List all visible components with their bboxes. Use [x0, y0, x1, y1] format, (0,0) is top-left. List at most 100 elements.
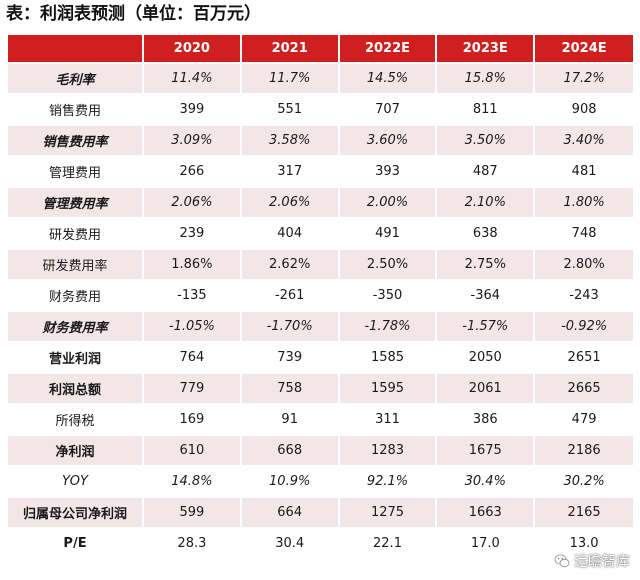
table-cell: 764 — [144, 343, 242, 372]
table-cell: 28.3 — [144, 529, 242, 558]
table-row: 营业利润 764 739 1585 2050 2651 — [8, 343, 633, 372]
table-cell: 491 — [339, 219, 438, 248]
table-cell: 2665 — [535, 374, 633, 403]
table-row: 销售费用 399 551 707 811 908 — [8, 95, 633, 124]
table-cell: 664 — [241, 498, 340, 527]
table-cell: 668 — [241, 436, 340, 465]
table-cell: 2.80% — [535, 250, 633, 279]
table-cell: 393 — [339, 157, 438, 186]
table-row: 财务费用率 -1.05% -1.70% -1.78% -1.57% -0.92% — [8, 312, 633, 341]
table-cell: 3.58% — [241, 126, 340, 155]
table-cell: 14.8% — [144, 467, 242, 496]
table-cell: 2.00% — [339, 188, 438, 217]
header-cell-2021: 2021 — [241, 35, 340, 62]
table-cell: 30.2% — [535, 467, 633, 496]
table-cell: 638 — [437, 219, 536, 248]
table-row: 研发费用率 1.86% 2.62% 2.50% 2.75% 2.80% — [8, 250, 633, 279]
table-cell: -1.57% — [437, 312, 536, 341]
watermark: 远瞻智库 — [554, 550, 630, 572]
table-cell: 239 — [144, 219, 242, 248]
table-cell: 17.2% — [535, 64, 633, 93]
table-cell: 1283 — [339, 436, 438, 465]
wechat-icon — [554, 553, 570, 569]
table-cell: 11.4% — [144, 64, 242, 93]
table-cell: -243 — [535, 281, 633, 310]
table-row: 销售费用率 3.09% 3.58% 3.60% 3.50% 3.40% — [8, 126, 633, 155]
table-cell: 3.60% — [339, 126, 438, 155]
row-label: 研发费用 — [8, 219, 144, 248]
table-cell: 30.4% — [437, 467, 536, 496]
table-cell: 14.5% — [339, 64, 438, 93]
table-cell: 311 — [339, 405, 438, 434]
table-cell: -0.92% — [535, 312, 633, 341]
table-cell: 479 — [535, 405, 633, 434]
table-cell: 2050 — [437, 343, 536, 372]
table-cell: 2.06% — [144, 188, 242, 217]
table-cell: -261 — [241, 281, 340, 310]
table-cell: 1675 — [437, 436, 536, 465]
table-cell: 17.0 — [437, 529, 536, 558]
table-cell: 15.8% — [437, 64, 536, 93]
table-cell: 1.80% — [535, 188, 633, 217]
row-label: YOY — [8, 467, 144, 496]
table-cell: 3.09% — [144, 126, 242, 155]
table-cell: 2.06% — [241, 188, 340, 217]
table-cell: 811 — [437, 95, 536, 124]
table-row: 财务费用 -135 -261 -350 -364 -243 — [8, 281, 633, 310]
table-cell: 758 — [241, 374, 340, 403]
table-cell: 610 — [144, 436, 242, 465]
table-row: P/E 28.3 30.4 22.1 17.0 13.0 — [8, 529, 633, 558]
table-row: 净利润 610 668 1283 1675 2186 — [8, 436, 633, 465]
table-cell: 908 — [535, 95, 633, 124]
row-label: 管理费用 — [8, 157, 144, 186]
table-cell: 266 — [144, 157, 242, 186]
table-cell: 1.86% — [144, 250, 242, 279]
table-cell: 487 — [437, 157, 536, 186]
page-title: 表：利润表预测（单位：百万元） — [6, 4, 261, 24]
table-cell: -1.70% — [241, 312, 340, 341]
row-label: 财务费用率 — [8, 312, 144, 341]
row-label: 销售费用 — [8, 95, 144, 124]
watermark-text: 远瞻智库 — [574, 554, 630, 570]
row-label: 营业利润 — [8, 343, 144, 372]
table-cell: 2.75% — [437, 250, 536, 279]
header-cell-2020: 2020 — [144, 35, 242, 62]
header-cell-2024e: 2024E — [535, 35, 633, 62]
table-cell: 1663 — [437, 498, 536, 527]
table-cell: 91 — [241, 405, 340, 434]
row-label: 所得税 — [8, 405, 144, 434]
table-row: 研发费用 239 404 491 638 748 — [8, 219, 633, 248]
table-cell: 2.10% — [437, 188, 536, 217]
table-cell: 92.1% — [339, 467, 438, 496]
table-cell: 386 — [437, 405, 536, 434]
table-cell: 13.0 — [535, 529, 633, 558]
table-cell: 3.40% — [535, 126, 633, 155]
table-cell: -350 — [339, 281, 438, 310]
table-cell: -1.78% — [339, 312, 438, 341]
row-label: 销售费用率 — [8, 126, 144, 155]
table-cell: 1585 — [339, 343, 438, 372]
table-cell: 11.7% — [241, 64, 340, 93]
row-label: 研发费用率 — [8, 250, 144, 279]
table-cell: 2.62% — [241, 250, 340, 279]
table-cell: 599 — [144, 498, 242, 527]
table-cell: 2186 — [535, 436, 633, 465]
table-cell: 779 — [144, 374, 242, 403]
row-label: 毛利率 — [8, 64, 144, 93]
income-statement-forecast-table: 2020 2021 2022E 2023E 2024E 毛利率 11.4% 11… — [8, 33, 633, 560]
table-row: 所得税 169 91 311 386 479 — [8, 405, 633, 434]
table-row: 利润总额 779 758 1595 2061 2665 — [8, 374, 633, 403]
header-cell-label — [8, 35, 144, 62]
table-cell: 399 — [144, 95, 242, 124]
table-row: 管理费用 266 317 393 487 481 — [8, 157, 633, 186]
table-cell: 2165 — [535, 498, 633, 527]
table-cell: 30.4 — [241, 529, 340, 558]
row-label: 财务费用 — [8, 281, 144, 310]
table-cell: -1.05% — [144, 312, 242, 341]
table-cell: 3.50% — [437, 126, 536, 155]
table-cell: 10.9% — [241, 467, 340, 496]
row-label: 管理费用率 — [8, 188, 144, 217]
table-cell: 707 — [339, 95, 438, 124]
header-cell-2022e: 2022E — [339, 35, 438, 62]
table-cell: 739 — [241, 343, 340, 372]
